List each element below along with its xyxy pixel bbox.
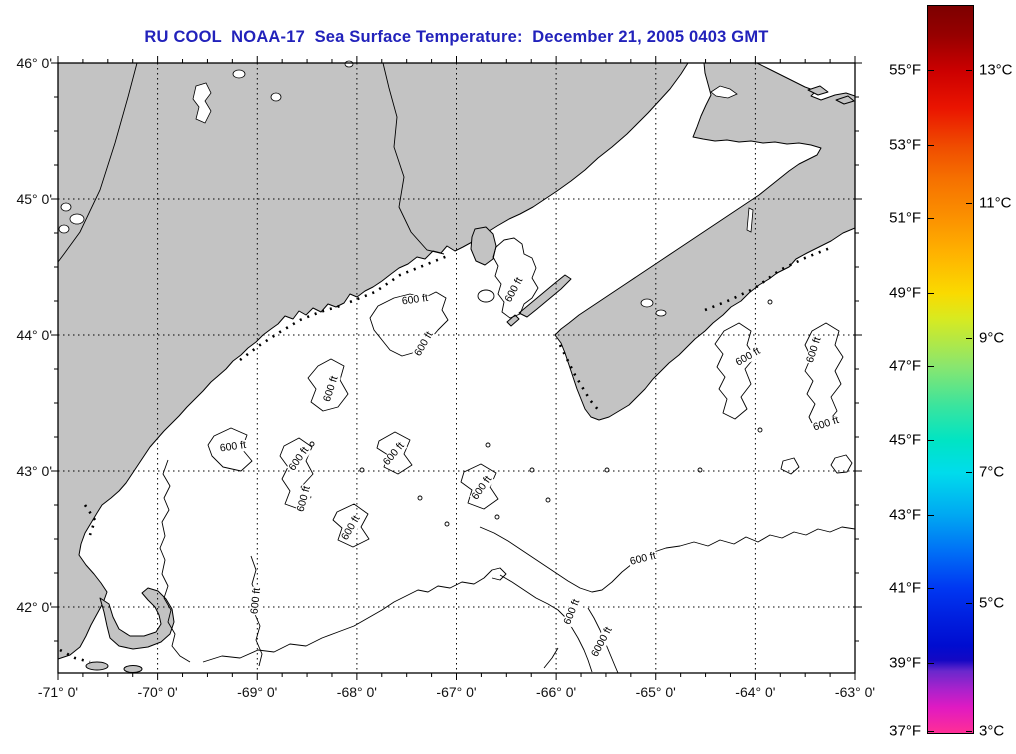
colorbar-tick bbox=[928, 440, 934, 441]
x-axis-label: -69° 0' bbox=[237, 684, 278, 700]
colorbar-celsius-label: 11°C bbox=[979, 194, 1012, 212]
x-axis-label: -67° 0' bbox=[436, 684, 477, 700]
colorbar-celsius-label: 3°C bbox=[979, 722, 1005, 740]
colorbar-tick bbox=[928, 663, 934, 664]
x-axis-label: -70° 0' bbox=[137, 684, 178, 700]
land-nantucket bbox=[123, 665, 143, 673]
y-axis-label: 45° 0' bbox=[16, 191, 52, 207]
x-axis-label: -64° 0' bbox=[735, 684, 776, 700]
land-grand-manan-island bbox=[470, 226, 497, 266]
x-axis-label: -68° 0' bbox=[336, 684, 377, 700]
colorbar-tick bbox=[966, 338, 972, 339]
colorbar-fahrenheit-label: 47°F bbox=[889, 357, 921, 375]
colorbar bbox=[927, 5, 974, 734]
colorbar-fahrenheit-label: 37°F bbox=[889, 722, 921, 740]
colorbar-fahrenheit-label: 53°F bbox=[889, 136, 921, 154]
colorbar-celsius-label: 5°C bbox=[979, 594, 1005, 612]
land-strait-islands bbox=[807, 85, 855, 105]
colorbar-tick bbox=[928, 588, 934, 589]
land-nova-scotia bbox=[554, 62, 856, 421]
colorbar-fahrenheit-label: 51°F bbox=[889, 209, 921, 227]
colorbar-fahrenheit-label: 39°F bbox=[889, 654, 921, 672]
colorbar-fahrenheit-label: 55°F bbox=[889, 61, 921, 79]
state-boundaries bbox=[57, 62, 445, 263]
land-cape-cod bbox=[99, 587, 175, 650]
colorbar-tick bbox=[966, 603, 972, 604]
colorbar-tick bbox=[966, 472, 972, 473]
depth-contours bbox=[159, 237, 856, 674]
y-axis-label: 43° 0' bbox=[16, 463, 52, 479]
colorbar-fahrenheit-label: 43°F bbox=[889, 506, 921, 524]
y-axis-label: 44° 0' bbox=[16, 327, 52, 343]
colorbar-tick bbox=[966, 731, 972, 732]
land-mainland bbox=[57, 62, 689, 660]
landmasses bbox=[57, 62, 856, 673]
land-marthas-vineyard bbox=[85, 661, 109, 671]
colorbar-fahrenheit-label: 41°F bbox=[889, 579, 921, 597]
colorbar-celsius-label: 9°C bbox=[979, 329, 1005, 347]
land-digby-neck bbox=[518, 274, 572, 318]
colorbar-tick bbox=[928, 145, 934, 146]
y-axis-label: 42° 0' bbox=[16, 599, 52, 615]
colorbar-tick bbox=[966, 203, 972, 204]
figure-title: RU COOL NOAA-17 Sea Surface Temperature:… bbox=[144, 28, 769, 46]
colorbar-tick bbox=[928, 70, 934, 71]
colorbar-tick bbox=[928, 515, 934, 516]
colorbar-tick bbox=[966, 70, 972, 71]
contour-depth-label: 600 ft bbox=[248, 586, 264, 616]
x-axis-label: -65° 0' bbox=[635, 684, 676, 700]
axis-ticks bbox=[51, 56, 862, 680]
x-axis-label: -63° 0' bbox=[834, 684, 876, 700]
colorbar-tick bbox=[928, 731, 934, 732]
colorbar-fahrenheit-label: 49°F bbox=[889, 284, 921, 302]
lakes bbox=[58, 60, 754, 317]
colorbar-fahrenheit-label: 45°F bbox=[889, 431, 921, 449]
colorbar-celsius-label: 7°C bbox=[979, 463, 1005, 481]
x-axis-label: -71° 0' bbox=[37, 684, 79, 700]
coastal-islets bbox=[59, 246, 831, 664]
y-axis-label: 46° 0' bbox=[16, 55, 52, 71]
colorbar-tick bbox=[928, 293, 934, 294]
graticule bbox=[58, 63, 855, 673]
x-axis-label: -66° 0' bbox=[536, 684, 577, 700]
colorbar-tick bbox=[928, 366, 934, 367]
colorbar-celsius-label: 13°C bbox=[979, 61, 1013, 79]
colorbar-tick bbox=[928, 218, 934, 219]
